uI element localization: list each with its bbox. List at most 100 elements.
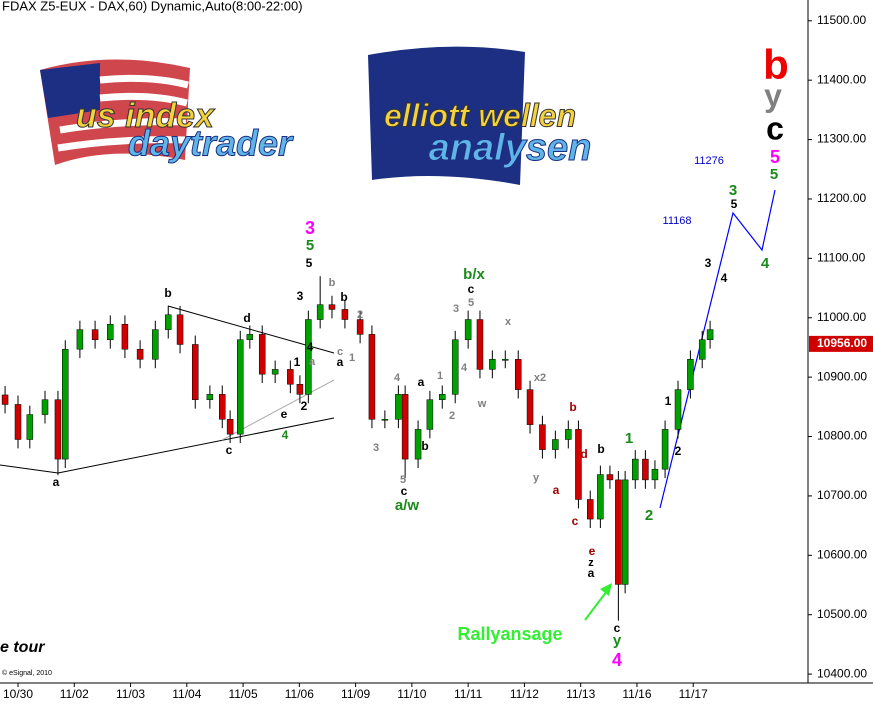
candle-body bbox=[539, 424, 546, 450]
wave-label: w bbox=[477, 398, 487, 410]
y-tick-label: 11200.00 bbox=[817, 191, 866, 205]
logo-text: analysen bbox=[429, 127, 592, 169]
candle-body bbox=[152, 329, 159, 360]
candle-body bbox=[237, 339, 244, 435]
candle-body bbox=[107, 324, 114, 340]
candle-body bbox=[258, 334, 266, 375]
wave-label: 4 bbox=[394, 372, 401, 384]
candle-body bbox=[632, 458, 639, 481]
candle-body bbox=[206, 394, 214, 400]
candle-body bbox=[526, 389, 534, 425]
candle-body bbox=[621, 479, 629, 585]
wave-label: x2 bbox=[534, 372, 546, 384]
y-tick-label: 10400.00 bbox=[817, 666, 867, 680]
candle-body bbox=[575, 429, 582, 500]
wave-label: 3 bbox=[729, 182, 737, 199]
wave-label: 11168 bbox=[663, 215, 692, 227]
wave-label: 1 bbox=[294, 355, 301, 369]
wave-label: 1 bbox=[625, 430, 633, 447]
candle-body bbox=[26, 414, 34, 440]
candle-body bbox=[54, 399, 62, 460]
y-tick-label: 11300.00 bbox=[817, 132, 866, 146]
wave-label: b bbox=[421, 439, 428, 453]
trend-line bbox=[0, 464, 59, 474]
candle-body bbox=[426, 399, 434, 430]
candle-body bbox=[514, 359, 522, 390]
candle-body bbox=[661, 429, 669, 470]
candle-body bbox=[76, 329, 84, 350]
y-tick-label: 11400.00 bbox=[817, 72, 866, 86]
candle-body bbox=[395, 394, 402, 420]
candle-body bbox=[698, 339, 706, 360]
logo-text: us index bbox=[76, 97, 216, 135]
candle-body bbox=[565, 429, 572, 440]
candle-body bbox=[316, 304, 324, 320]
candle-body bbox=[615, 479, 622, 585]
last-value-box bbox=[809, 335, 873, 352]
wave-label: x bbox=[505, 316, 512, 328]
candle-body bbox=[41, 399, 49, 415]
wave-label: c bbox=[226, 443, 233, 457]
wave-label: Rallyansage bbox=[457, 624, 562, 644]
candle-body bbox=[464, 319, 472, 340]
x-tick-label: 11/11 bbox=[454, 687, 483, 701]
candle-body bbox=[439, 394, 446, 400]
candle-body bbox=[91, 329, 99, 340]
logo-left: us index daytrader bbox=[40, 59, 295, 165]
wave-label: a/w bbox=[395, 497, 420, 514]
wave-label: 3 bbox=[453, 303, 459, 315]
x-tick-label: 11/17 bbox=[679, 687, 708, 701]
wave-label: a bbox=[418, 375, 425, 389]
candle-body bbox=[356, 319, 364, 335]
x-tick-label: 10/30 bbox=[3, 687, 33, 701]
logo-text: elliott wellen bbox=[384, 97, 576, 133]
wave-label: 11276 bbox=[694, 155, 724, 167]
wave-label: 3 bbox=[297, 289, 304, 303]
wave-label: b/x bbox=[463, 266, 485, 283]
wave-label: c bbox=[468, 282, 475, 296]
wave-label: 5 bbox=[770, 166, 778, 183]
candle-body bbox=[651, 468, 659, 481]
chart-title: FDAX Z5-EUX - DAX,60) Dynamic,Auto(8:00-… bbox=[2, 0, 303, 13]
wave-label: 2 bbox=[675, 444, 682, 458]
candle-body bbox=[451, 339, 459, 395]
candle-body bbox=[305, 319, 312, 395]
wave-label: 1 bbox=[349, 352, 355, 364]
wave-label: 4 bbox=[612, 650, 622, 670]
wave-label: a bbox=[309, 356, 316, 368]
wave-label: 5 bbox=[468, 297, 474, 309]
x-tick-label: 11/12 bbox=[510, 687, 539, 701]
logo-right: elliott wellen analysen bbox=[368, 46, 592, 185]
wave-label: 3 bbox=[305, 218, 315, 238]
candle-body bbox=[219, 394, 226, 420]
wave-label: c bbox=[614, 621, 621, 635]
wave-label: 5 bbox=[770, 147, 780, 167]
candle-body bbox=[414, 429, 422, 460]
candle-body bbox=[586, 499, 594, 520]
wave-label: c bbox=[766, 110, 784, 146]
wave-label: a bbox=[588, 566, 595, 580]
candle-body bbox=[489, 359, 496, 370]
trend-line bbox=[57, 417, 335, 474]
candle-body bbox=[176, 314, 184, 345]
candle-body bbox=[296, 384, 304, 395]
candle-body bbox=[287, 369, 294, 385]
x-tick-label: 11/13 bbox=[566, 687, 595, 701]
candle-body bbox=[642, 458, 649, 481]
wave-label: 5 bbox=[731, 197, 738, 211]
x-tick-label: 11/06 bbox=[285, 687, 314, 701]
x-tick-label: 11/05 bbox=[229, 687, 258, 701]
wave-label: a bbox=[337, 355, 344, 369]
y-tick-label: 10700.00 bbox=[817, 488, 867, 502]
x-tick-label: 11/10 bbox=[397, 687, 426, 701]
wave-label: b bbox=[763, 41, 789, 88]
candle-body bbox=[476, 319, 484, 370]
wave-label: d bbox=[243, 311, 250, 325]
y-tick-label: 11100.00 bbox=[817, 251, 866, 265]
x-tick-label: 11/02 bbox=[60, 687, 89, 701]
candle-body bbox=[136, 348, 144, 360]
candle-body bbox=[1, 394, 9, 405]
candle-body bbox=[246, 334, 254, 340]
wave-label: 3 bbox=[373, 442, 379, 454]
candle-body bbox=[164, 314, 172, 330]
